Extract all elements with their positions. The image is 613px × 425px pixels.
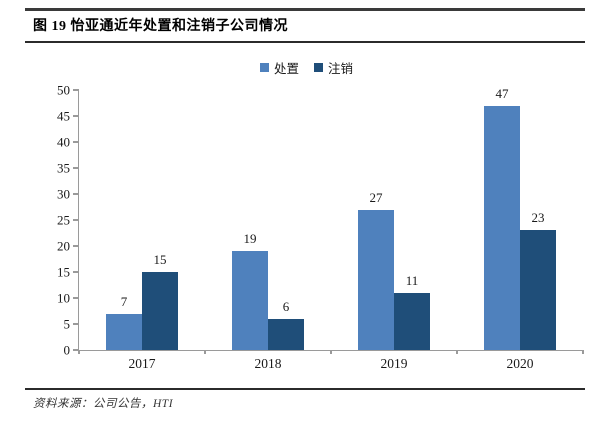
legend-label: 处置 <box>273 62 299 76</box>
footer-divider <box>25 388 585 390</box>
x-axis-label: 2018 <box>254 356 282 371</box>
y-axis-tick <box>73 219 79 221</box>
y-axis-tick-label: 30 <box>57 186 70 202</box>
y-axis-tick-label: 45 <box>57 108 70 124</box>
legend-swatch <box>259 63 269 72</box>
bar-处置-2020 <box>484 105 520 350</box>
y-axis-tick <box>73 89 79 91</box>
y-axis-tick-label: 35 <box>57 160 70 176</box>
bar-value-label: 47 <box>495 85 509 101</box>
bar-注销-2020 <box>520 230 556 350</box>
y-axis-tick-label: 50 <box>57 82 70 98</box>
y-axis-tick <box>73 271 79 273</box>
y-axis-tick <box>73 245 79 247</box>
bar-value-label: 23 <box>531 210 545 226</box>
y-axis-tick <box>73 167 79 169</box>
bar-value-label: 11 <box>405 272 419 288</box>
x-axis-label: 2017 <box>128 356 156 371</box>
y-axis-tick <box>73 193 79 195</box>
bar-value-label: 27 <box>369 189 383 205</box>
x-axis-tick <box>582 350 584 354</box>
bar-处置-2017 <box>106 313 142 350</box>
x-axis-tick <box>78 350 80 354</box>
x-axis-label: 2019 <box>380 356 408 371</box>
y-axis-tick-label: 20 <box>57 238 70 254</box>
plot-area: 0 5 10 15 20 25 30 35 40 45 50 2017 7 15 2018 19 6 2019 2… <box>57 84 584 370</box>
y-axis-tick <box>73 297 79 299</box>
bar-注销-2018 <box>268 318 304 350</box>
y-axis-tick <box>73 141 79 143</box>
bar-注销-2017 <box>142 272 178 350</box>
y-axis-labels: 0 5 10 15 20 25 30 35 40 45 50 <box>36 84 71 357</box>
legend-item-处置: 处置 <box>259 58 299 77</box>
bar-value-label: 19 <box>243 231 257 247</box>
x-axis-tick <box>330 350 332 354</box>
y-axis-tick-label: 40 <box>57 134 70 150</box>
y-axis-tick-label: 25 <box>57 212 70 228</box>
y-axis-tick-label: 5 <box>63 316 71 332</box>
y-axis-tick-label: 10 <box>57 290 70 306</box>
title-divider <box>25 41 585 43</box>
bar-value-label: 7 <box>120 293 128 309</box>
bar-value-label: 6 <box>282 298 290 314</box>
bar-处置-2019 <box>358 209 394 350</box>
y-axis-tick <box>73 349 79 351</box>
y-axis-tick <box>73 115 79 117</box>
chart-legend: 处置 注销 <box>0 58 613 77</box>
y-axis-tick-label: 0 <box>63 342 71 358</box>
y-axis-tick-label: 15 <box>57 264 70 280</box>
source-note: 资料来源：公司公告，HTI <box>33 398 174 410</box>
bar-注销-2019 <box>394 292 430 350</box>
x-axis-tick <box>204 350 206 354</box>
legend-item-注销: 注销 <box>314 58 353 77</box>
bar-chart: 0 5 10 15 20 25 30 35 40 45 50 2017 7 15 2018 19 6 2019 2… <box>57 84 584 370</box>
y-axis-tick <box>73 323 79 325</box>
top-divider <box>25 8 585 11</box>
x-axis-label: 2020 <box>506 356 534 371</box>
bar-value-label: 15 <box>153 252 167 267</box>
legend-label: 注销 <box>328 62 354 76</box>
bar-处置-2018 <box>232 251 268 350</box>
figure-title: 图 19 怡亚通近年处置和注销子公司情况 <box>33 19 288 34</box>
legend-swatch <box>314 63 323 72</box>
x-axis-tick <box>456 350 458 354</box>
